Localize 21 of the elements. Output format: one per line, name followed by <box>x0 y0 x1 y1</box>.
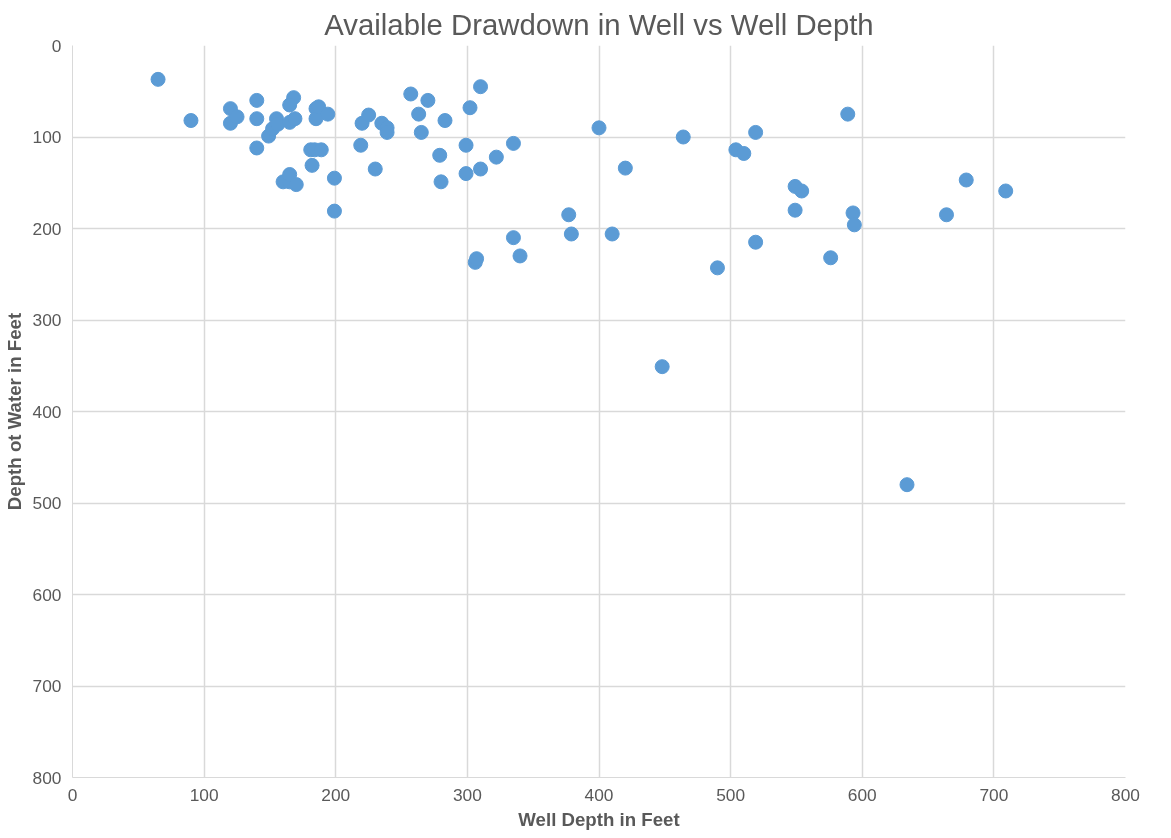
x-tick-label: 300 <box>452 784 482 805</box>
y-axis-title: Depth ot Water in Feet <box>3 312 25 511</box>
y-tick-label: 0 <box>51 35 62 56</box>
x-tick-label: 600 <box>847 784 877 805</box>
y-tick-label: 200 <box>32 218 62 239</box>
x-tick-label: 700 <box>979 784 1009 805</box>
chart-title: Available Drawdown in Well vs Well Depth <box>324 7 874 41</box>
x-tick-label: 0 <box>67 784 78 805</box>
y-tick-label: 600 <box>32 584 62 605</box>
x-tick-label: 500 <box>716 784 746 805</box>
x-tick-label: 400 <box>584 784 614 805</box>
y-tick-label: 400 <box>32 401 62 422</box>
x-tick-label: 800 <box>1111 784 1140 805</box>
y-tick-label: 800 <box>32 767 62 788</box>
x-axis-title: Well Depth in Feet <box>518 808 680 830</box>
y-tick-label: 500 <box>32 493 62 513</box>
x-tick-label: 100 <box>189 784 219 805</box>
y-tick-label: 700 <box>32 676 62 696</box>
y-tick-label: 100 <box>32 127 62 147</box>
y-tick-label: 300 <box>32 310 62 330</box>
x-tick-label: 200 <box>321 784 351 805</box>
